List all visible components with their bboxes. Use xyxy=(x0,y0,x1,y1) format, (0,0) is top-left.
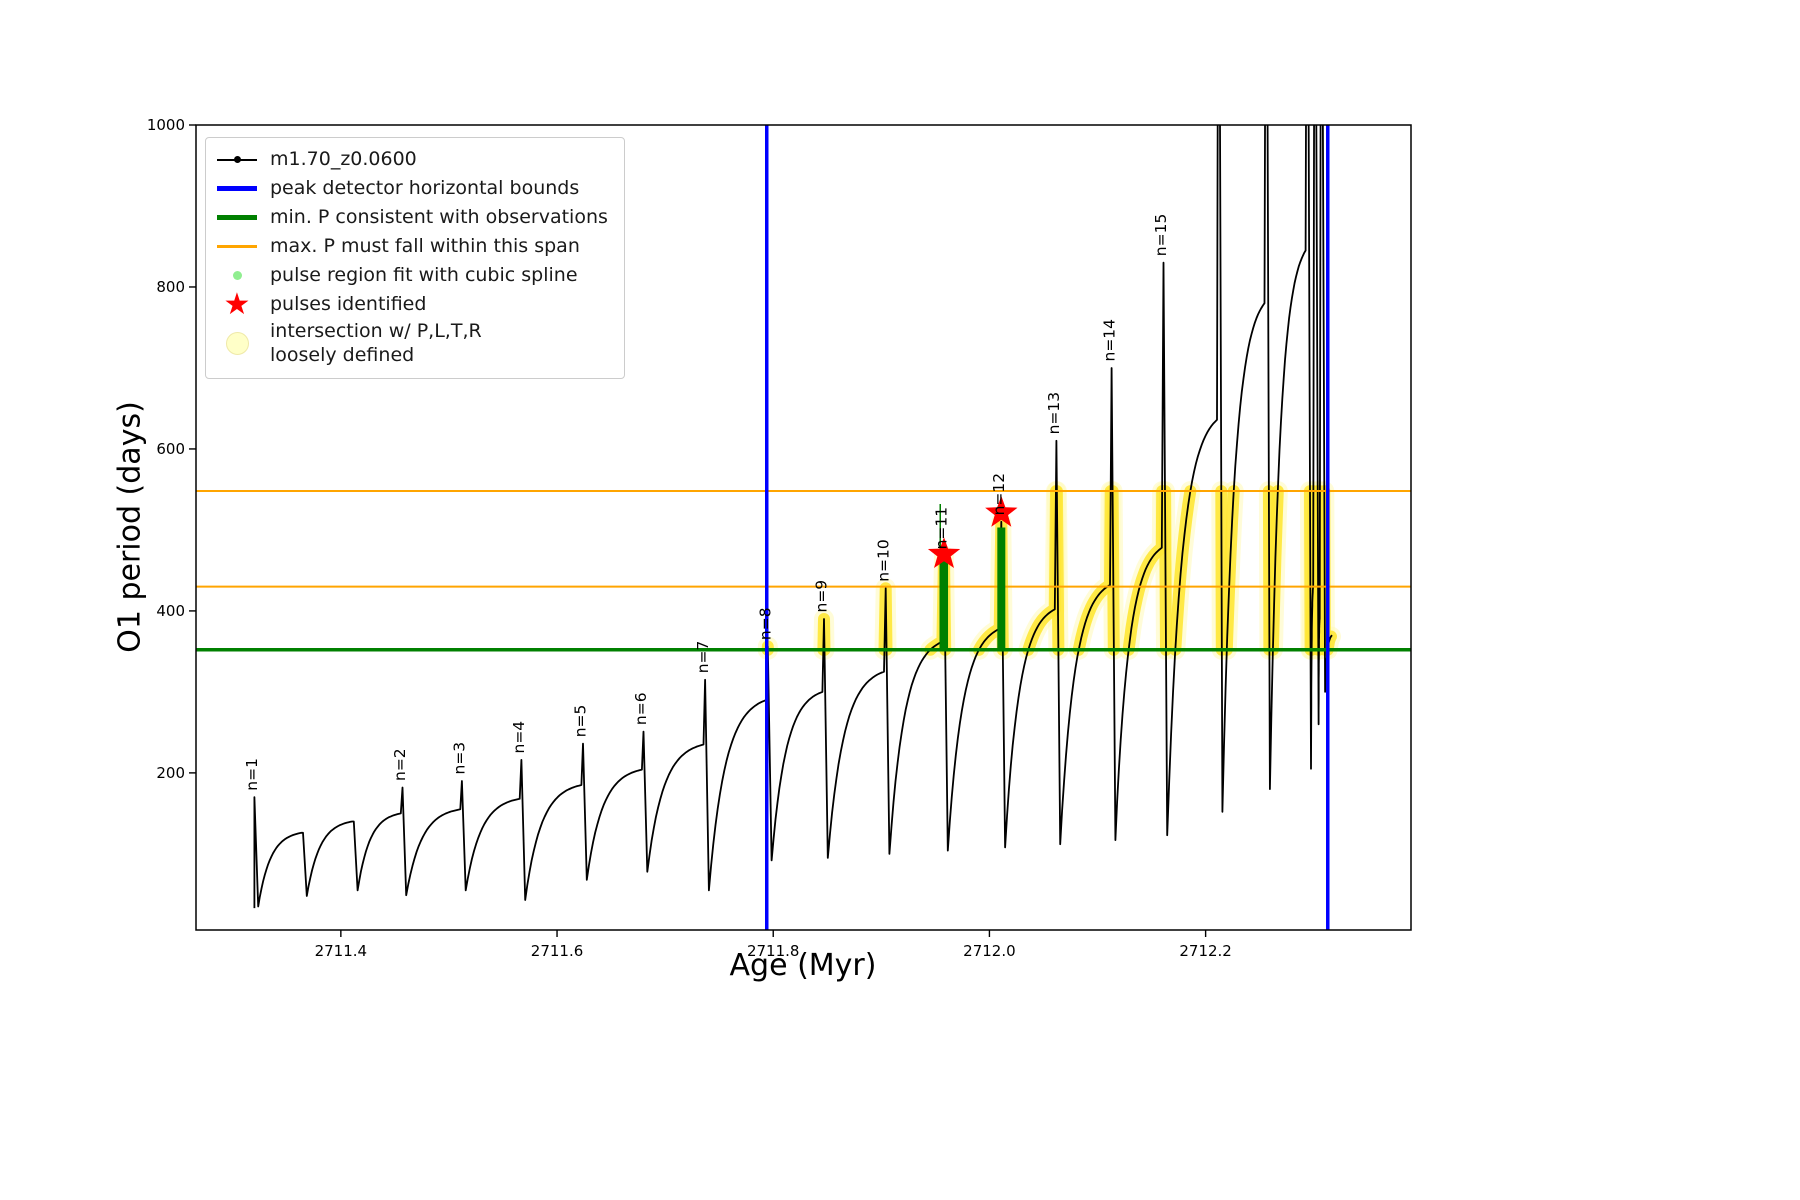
y-tick-label: 200 xyxy=(156,764,185,782)
legend-item-series: m1.70_z0.0600 xyxy=(216,146,608,173)
pulse-label: n=13 xyxy=(1045,392,1063,435)
series-line-swatch xyxy=(216,156,258,163)
green-line-swatch xyxy=(216,215,258,220)
legend-item-min-P: min. P consistent with observations xyxy=(216,204,608,231)
legend-item-pulses-identified: ★ pulses identified xyxy=(216,286,608,322)
pulse-label: n=9 xyxy=(813,580,831,613)
legend-label: intersection w/ P,L,T,R loosely defined xyxy=(270,320,482,366)
pulse-label: n=4 xyxy=(510,721,528,754)
pulse-star xyxy=(985,495,1018,527)
legend: m1.70_z0.0600 peak detector horizontal b… xyxy=(205,137,625,379)
legend-label: max. P must fall within this span xyxy=(270,234,580,257)
legend-item-intersection: intersection w/ P,L,T,R loosely defined xyxy=(216,320,608,368)
y-tick-label: 600 xyxy=(156,440,185,458)
green-dot-swatch xyxy=(216,271,258,280)
x-tick-label: 2711.4 xyxy=(315,942,368,960)
x-tick-label: 2712.2 xyxy=(1179,942,1232,960)
x-tick-label: 2711.8 xyxy=(747,942,800,960)
y-tick-label: 400 xyxy=(156,602,185,620)
x-tick-label: 2711.6 xyxy=(531,942,584,960)
yellow-dot-swatch xyxy=(216,332,258,356)
red-star-icon: ★ xyxy=(223,286,251,322)
pulse-label: n=14 xyxy=(1100,319,1118,362)
pulse-label: n=8 xyxy=(757,607,775,640)
pulse-label: n=12 xyxy=(990,473,1008,516)
pulse-label: n=6 xyxy=(632,692,650,725)
legend-label: pulses identified xyxy=(270,292,427,315)
y-tick-label: 1000 xyxy=(147,116,185,134)
legend-label: peak detector horizontal bounds xyxy=(270,176,580,199)
blue-line-swatch xyxy=(216,186,258,191)
legend-item-max-P-span: max. P must fall within this span xyxy=(216,233,608,260)
pulse-star xyxy=(927,537,961,568)
pulse-label: n=15 xyxy=(1152,214,1170,257)
legend-label: m1.70_z0.0600 xyxy=(270,147,417,170)
legend-label: min. P consistent with observations xyxy=(270,205,608,228)
orange-line-swatch xyxy=(216,245,258,248)
period-curve xyxy=(253,125,1333,909)
pulse-label: n=3 xyxy=(451,742,469,775)
legend-item-peak-detector-bounds: peak detector horizontal bounds xyxy=(216,175,608,202)
pulse-label: n=2 xyxy=(391,748,409,781)
axes-spine xyxy=(195,124,1412,931)
pulse-label: n=11 xyxy=(933,507,951,550)
y-tick-label: 800 xyxy=(156,278,185,296)
pulse-label: n=5 xyxy=(572,705,590,738)
legend-label: pulse region fit with cubic spline xyxy=(270,263,578,286)
pulse-label: n=1 xyxy=(243,758,261,791)
pulse-label: n=7 xyxy=(694,641,712,674)
legend-item-pulse-region-fit: pulse region fit with cubic spline xyxy=(216,262,608,289)
pulse-label: n=10 xyxy=(874,539,892,582)
x-tick-label: 2712.0 xyxy=(963,942,1016,960)
y-axis-label: O1 period (days) xyxy=(112,401,148,653)
x-axis-label: Age (Myr) xyxy=(729,948,877,983)
